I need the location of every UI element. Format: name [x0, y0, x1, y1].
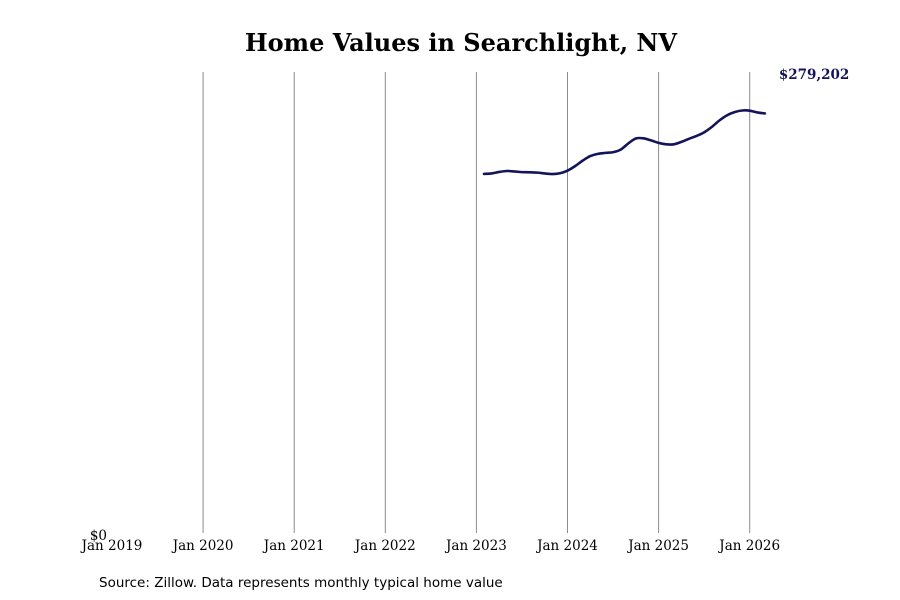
series-layer: $279,202: [482, 67, 849, 176]
x-tick-label: Jan 2020: [171, 538, 234, 554]
chart-title: Home Values in Searchlight, NV: [245, 28, 677, 57]
end-value-label: $279,202: [779, 67, 849, 83]
x-tick-label: Jan 2019: [80, 538, 143, 554]
x-tick-label: Jan 2024: [535, 538, 598, 554]
source-note: Source: Zillow. Data represents monthly …: [99, 575, 503, 591]
y-axis-tick-labels: $0: [90, 528, 107, 544]
x-tick-label: Jan 2023: [444, 538, 507, 554]
x-axis-tick-labels: Jan 2019 Jan 2020 Jan 2021 Jan 2022 Jan 2023…: [80, 538, 781, 554]
home-value-line: [482, 109, 767, 176]
x-tick-label: Jan 2022: [353, 538, 416, 554]
gridlines: [202, 72, 751, 533]
x-tick-label: Jan 2025: [626, 538, 689, 554]
y-tick-label: $0: [90, 528, 107, 544]
x-tick-label: Jan 2026: [717, 538, 780, 554]
x-tick-label: Jan 2021: [262, 538, 325, 554]
